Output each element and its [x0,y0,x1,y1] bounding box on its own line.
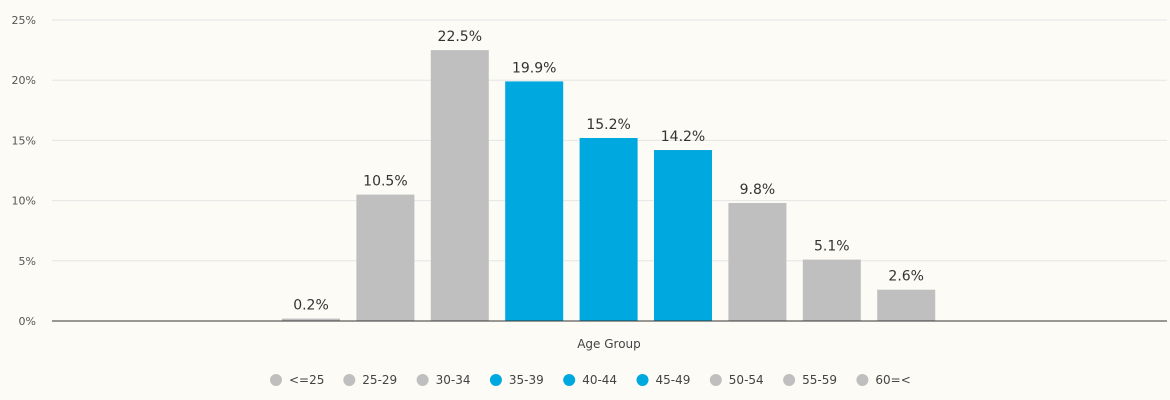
y-tick-label: 20% [12,74,36,87]
bar-45-49 [654,150,712,321]
legend-item[interactable]: 50-54 [709,373,764,387]
bar-55-59 [802,259,861,321]
y-tick-label: 5% [19,255,36,268]
legend-marker-icon [636,374,649,386]
legend-marker-icon [783,374,796,386]
data-labels: 0.2% 10.5% 22.5% 19.9% 15.2% 14.2% 9.8% 5.1% 2.6… [293,29,924,313]
legend-item[interactable]: 55-59 [783,373,837,387]
legend-marker-icon [563,374,576,386]
legend-marker-icon [416,374,429,386]
legend-label: 55-59 [802,373,837,387]
data-label: 10.5% [363,174,407,190]
data-label: 2.6% [888,269,924,285]
legend-item[interactable]: 30-34 [416,373,471,387]
legend-item[interactable]: 25-29 [343,373,397,387]
legend-label: 50-54 [729,373,764,387]
legend-item[interactable]: 40-44 [563,373,617,387]
legend-marker-icon [856,374,869,386]
legend-label: 30-34 [436,373,471,387]
bar-35-39 [505,81,564,322]
bar-<=25 [282,318,340,321]
y-axis-ticks: 0% 5% 10% 15% 20% 25% [12,14,36,328]
data-label: 0.2% [293,298,329,314]
legend-label: <=25 [289,373,324,387]
legend-label: 60=< [875,373,910,387]
data-label: 22.5% [438,29,482,45]
data-label: 19.9% [512,60,556,76]
bars [282,50,936,322]
legend-item[interactable]: 35-39 [489,373,544,387]
bar-30-34 [430,50,489,321]
legend-label: 40-44 [582,373,617,387]
legend-marker-icon [709,374,722,386]
legend-marker-icon [343,374,356,386]
legend-item[interactable]: 45-49 [636,373,691,387]
x-axis-title: Age Group [577,337,641,351]
y-tick-label: 0% [19,315,36,328]
legend-label: 25-29 [362,373,397,387]
legend-marker-icon [489,374,502,386]
data-label: 5.1% [814,239,850,255]
bar-25-29 [356,194,415,321]
bar-60=< [877,289,936,321]
legend-label: 35-39 [509,373,544,387]
y-tick-label: 10% [12,195,36,208]
legend-item[interactable]: 60=< [856,373,911,387]
data-label: 15.2% [586,117,630,133]
data-label: 14.2% [661,129,705,145]
legend-item[interactable]: <=25 [270,373,324,387]
bar-50-54 [728,203,787,321]
legend-marker-icon [270,374,282,386]
bar-40-44 [579,137,638,321]
data-label: 9.8% [740,182,776,198]
y-tick-label: 25% [12,14,36,27]
y-tick-label: 15% [12,134,36,147]
legend-label: 45-49 [656,373,691,387]
legend: <=25 25-29 30-34 35-39 40-44 45-49 50-54 55-59 6… [270,373,911,387]
